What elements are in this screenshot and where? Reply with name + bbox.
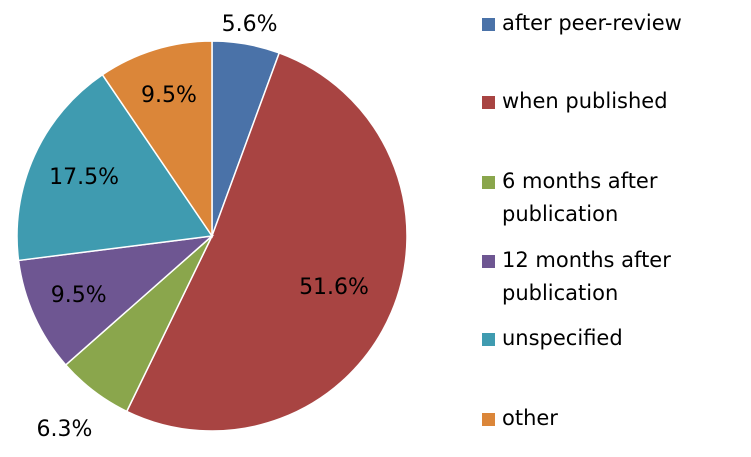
legend-swatch: [482, 176, 495, 189]
legend-item: other: [482, 402, 744, 435]
pie-slice: [125, 51, 408, 432]
legend-label: after peer-review: [502, 11, 682, 35]
legend-swatch: [482, 255, 495, 268]
legend-label: other: [502, 406, 558, 430]
data-label: 51.6%: [299, 275, 369, 300]
pie-slice: [17, 234, 215, 367]
data-label: 9.5%: [51, 283, 107, 308]
data-label: 6.3%: [36, 417, 92, 442]
data-label: 9.5%: [141, 83, 197, 108]
legend-swatch: [482, 413, 495, 426]
legend-item: 12 months after publication: [482, 244, 744, 310]
legend-swatch: [482, 18, 495, 31]
legend-label: 6 months after publication: [502, 169, 658, 226]
legend-label: unspecified: [502, 326, 623, 350]
legend-swatch: [482, 96, 495, 109]
pie-slice: [16, 73, 214, 262]
pie-area: 5.6% 51.6% 6.3% 9.5% 17.5% 9.5%: [16, 12, 408, 442]
pie-slice: [101, 40, 213, 239]
legend-item: when published: [482, 85, 744, 118]
data-label: 5.6%: [222, 12, 278, 37]
legend-item: unspecified: [482, 322, 744, 355]
legend-item: 6 months after publication: [482, 165, 744, 231]
legend-swatch: [482, 333, 495, 346]
data-label: 17.5%: [49, 165, 119, 190]
legend-label: when published: [502, 89, 668, 113]
legend-item: after peer-review: [482, 7, 744, 40]
legend-label: 12 months after publication: [502, 248, 671, 305]
